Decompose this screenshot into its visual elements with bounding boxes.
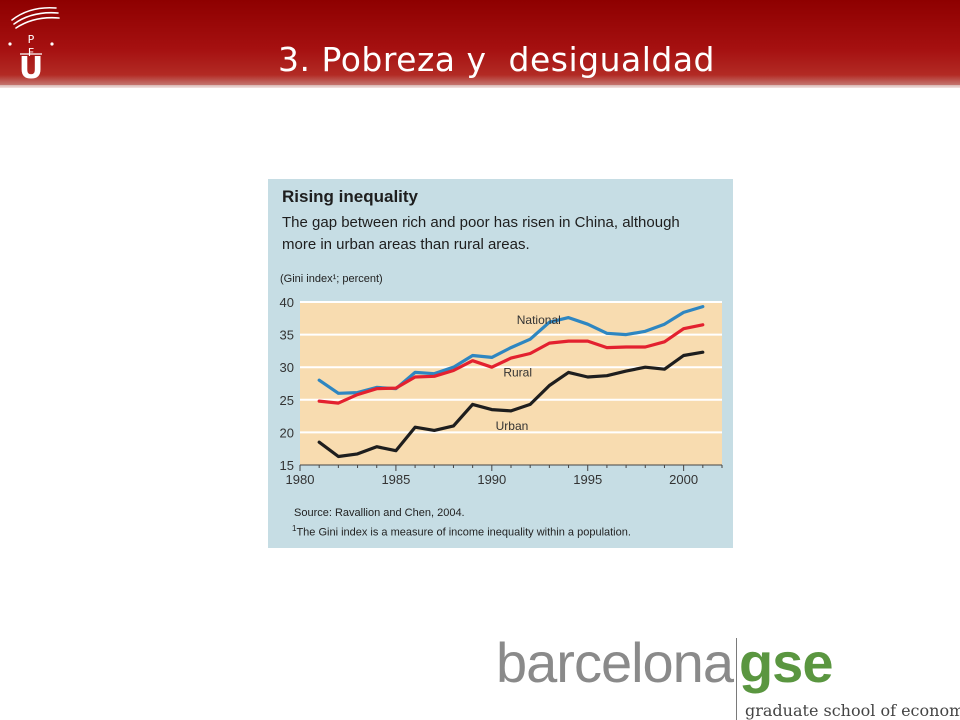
bgse-tagline: graduate school of economics: [745, 701, 960, 720]
chart-subtitle-line-2: more in urban areas than rural areas.: [282, 236, 530, 253]
chart-subtitle-line-1: The gap between rich and poor has risen …: [282, 214, 680, 231]
bgse-divider: [736, 638, 737, 720]
logo-letter-f: F: [28, 46, 34, 59]
chart-title: Rising inequality: [282, 187, 419, 206]
y-tick-label: 35: [280, 328, 294, 343]
x-tick-label: 1995: [573, 472, 602, 487]
slide-title: 3. Pobreza y desigualdad: [278, 40, 716, 79]
bgse-word-barcelona: barcelona: [496, 631, 734, 694]
logo-letter-p: P: [28, 33, 35, 46]
series-label-rural: Rural: [503, 365, 532, 379]
chart-figure: Rising inequality The gap between rich a…: [268, 179, 733, 548]
bgse-wordmark: barcelona gse: [496, 630, 833, 695]
x-tick-label: 1985: [381, 472, 410, 487]
series-label-urban: Urban: [496, 419, 529, 433]
logo-letter-u: U: [19, 51, 43, 84]
chart-plot: 15 20 25 30 35 40 1980 1985 1990 1995 2000 Nationa…: [280, 295, 723, 487]
bgse-word-gse: gse: [738, 631, 833, 694]
x-tick-label: 1990: [477, 472, 506, 487]
upf-logo-icon: P F U: [8, 6, 60, 84]
chart-source: Source: Ravallion and Chen, 2004.: [294, 507, 465, 519]
y-tick-label: 15: [280, 458, 294, 473]
footnote-marker: 1: [292, 524, 297, 533]
series-label-national: National: [517, 313, 561, 327]
y-tick-label: 40: [280, 295, 294, 310]
x-tick-label: 1980: [286, 472, 315, 487]
x-tick-label: 2000: [669, 472, 698, 487]
footnote-text: The Gini index is a measure of income in…: [296, 526, 631, 539]
y-tick-label: 25: [280, 393, 294, 408]
series-line-rural: [317, 323, 705, 405]
series-line-urban: [317, 350, 705, 459]
slide-header-bar: P F U 3. Pobreza y desigualdad: [0, 0, 960, 88]
axes: 15 20 25 30 35 40 1980 1985 1990 1995 2000: [280, 295, 723, 487]
y-tick-label: 30: [280, 360, 294, 375]
series-lines: [317, 304, 705, 459]
series-labels: National Rural Urban: [496, 313, 561, 433]
y-tick-label: 20: [280, 425, 294, 440]
chart-footnote: 1The Gini index is a measure of income i…: [292, 524, 631, 539]
y-axis-unit-label: (Gini index¹; percent): [280, 273, 383, 285]
